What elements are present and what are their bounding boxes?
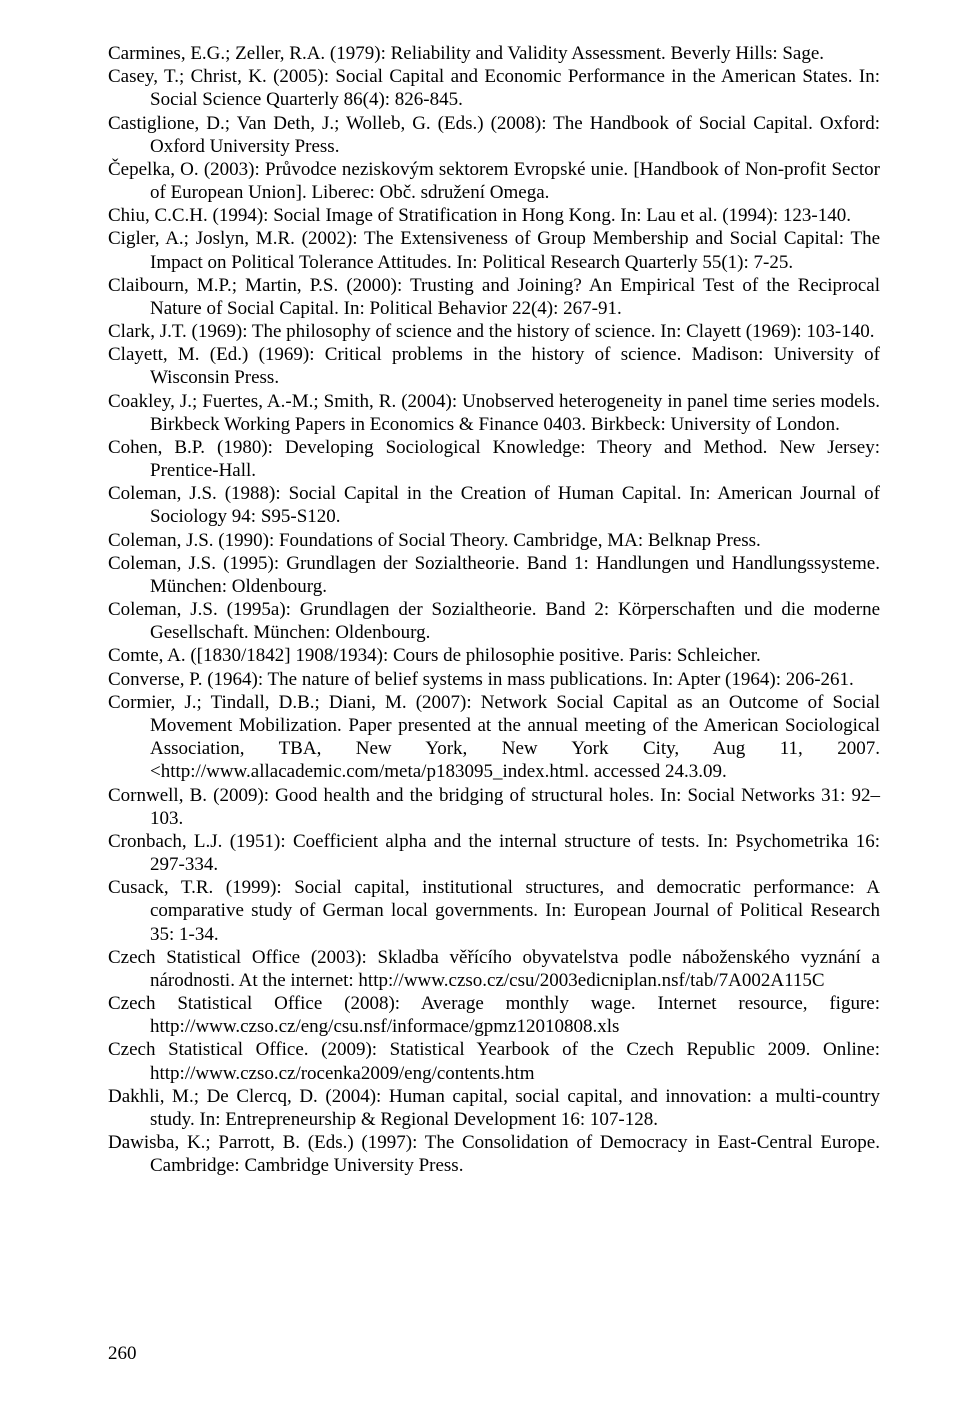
reference-entry: Čepelka, O. (2003): Průvodce neziskovým … — [108, 158, 880, 204]
reference-entry: Chiu, C.C.H. (1994): Social Image of Str… — [108, 204, 880, 227]
reference-entry: Czech Statistical Office (2003): Skladba… — [108, 946, 880, 992]
reference-entry: Converse, P. (1964): The nature of belie… — [108, 668, 880, 691]
reference-entry: Cohen, B.P. (1980): Developing Sociologi… — [108, 436, 880, 482]
reference-entry: Dakhli, M.; De Clercq, D. (2004): Human … — [108, 1085, 880, 1131]
reference-entry: Comte, A. ([1830/1842] 1908/1934): Cours… — [108, 644, 880, 667]
reference-entry: Cormier, J.; Tindall, D.B.; Diani, M. (2… — [108, 691, 880, 784]
reference-entry: Coleman, J.S. (1990): Foundations of Soc… — [108, 529, 880, 552]
reference-entry: Castiglione, D.; Van Deth, J.; Wolleb, G… — [108, 112, 880, 158]
reference-entry: Cronbach, L.J. (1951): Coefficient alpha… — [108, 830, 880, 876]
page-number: 260 — [108, 1343, 137, 1365]
reference-entry: Casey, T.; Christ, K. (2005): Social Cap… — [108, 65, 880, 111]
reference-entry: Clark, J.T. (1969): The philosophy of sc… — [108, 320, 880, 343]
reference-entry: Dawisba, K.; Parrott, B. (Eds.) (1997): … — [108, 1131, 880, 1177]
reference-entry: Coakley, J.; Fuertes, A.-M.; Smith, R. (… — [108, 390, 880, 436]
references-list: Carmines, E.G.; Zeller, R.A. (1979): Rel… — [108, 42, 880, 1177]
reference-entry: Coleman, J.S. (1995a): Grundlagen der So… — [108, 598, 880, 644]
page-container: Carmines, E.G.; Zeller, R.A. (1979): Rel… — [0, 0, 960, 1409]
reference-entry: Claibourn, M.P.; Martin, P.S. (2000): Tr… — [108, 274, 880, 320]
reference-entry: Cusack, T.R. (1999): Social capital, ins… — [108, 876, 880, 946]
reference-entry: Czech Statistical Office. (2009): Statis… — [108, 1038, 880, 1084]
reference-entry: Coleman, J.S. (1995): Grundlagen der Soz… — [108, 552, 880, 598]
reference-entry: Cigler, A.; Joslyn, M.R. (2002): The Ext… — [108, 227, 880, 273]
reference-entry: Clayett, M. (Ed.) (1969): Critical probl… — [108, 343, 880, 389]
reference-entry: Carmines, E.G.; Zeller, R.A. (1979): Rel… — [108, 42, 880, 65]
reference-entry: Czech Statistical Office (2008): Average… — [108, 992, 880, 1038]
reference-entry: Cornwell, B. (2009): Good health and the… — [108, 784, 880, 830]
reference-entry: Coleman, J.S. (1988): Social Capital in … — [108, 482, 880, 528]
